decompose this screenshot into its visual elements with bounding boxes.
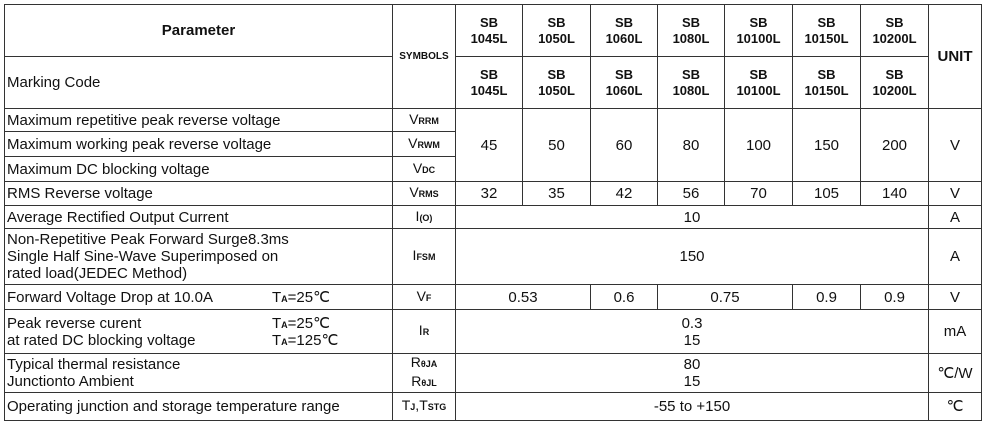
thermal-resistance-row: Typical thermal resistance Junctionto Amb…: [4, 353, 982, 393]
symbol: IR: [392, 309, 456, 354]
marking-code: SB 10100L: [724, 56, 793, 109]
vrrm-row: Maximum repetitive peak reverse voltage …: [4, 108, 982, 182]
symbol: VRRM: [392, 108, 456, 132]
marking-row: Marking Code SB 1045L SB 1050L SB 1060L SB 1…: [4, 56, 982, 109]
marking-code: SB 1080L: [657, 56, 725, 109]
unit-header: UNIT: [928, 4, 982, 109]
marking-label: Marking Code: [4, 56, 393, 109]
value-cell: 32: [455, 181, 523, 206]
unit-cell: ℃/W: [928, 353, 982, 393]
param-label: Maximum DC blocking voltage: [4, 156, 393, 182]
param-label: Maximum repetitive peak reverse voltage: [4, 108, 393, 132]
param-label: RMS Reverse voltage: [4, 181, 393, 206]
value-cell: 70: [724, 181, 793, 206]
param-label: Typical thermal resistance Junctionto Amb…: [4, 353, 393, 393]
value-cell: 200: [860, 108, 929, 182]
vrwm-row: Maximum working peak reverse voltage VRW…: [4, 131, 982, 157]
unit-cell: A: [928, 228, 982, 285]
ifsm-row: Non-Repetitive Peak Forward Surge8.3ms Si…: [4, 228, 982, 285]
param-label: Non-Repetitive Peak Forward Surge8.3ms Si…: [4, 228, 393, 285]
symbol: IFSM: [392, 228, 456, 285]
io-row: Average Rectified Output Current I(O) 10…: [4, 205, 982, 229]
marking-code: SB 10200L: [860, 56, 929, 109]
param-label: Operating junction and storage temperatu…: [4, 392, 393, 421]
value-cell: 105: [792, 181, 861, 206]
model-header: SB 10200L: [860, 4, 929, 57]
parameter-header: Parameter: [4, 4, 393, 57]
value-cell: 140: [860, 181, 929, 206]
value-cell: 42: [590, 181, 658, 206]
symbol: TJ,TSTG: [392, 392, 456, 421]
value-cell: 0.75: [657, 284, 793, 310]
symbols-header: SYMBOLS: [392, 4, 456, 109]
value-cell: 35: [522, 181, 591, 206]
vf-row: Forward Voltage Drop at 10.0A TA=25℃ VF 0…: [4, 284, 982, 310]
param-label: Average Rectified Output Current: [4, 205, 393, 229]
value-cell: 0.9: [792, 284, 861, 310]
vrms-row: RMS Reverse voltage VRMS 32 35 42 56 70 …: [4, 181, 982, 206]
value-cell: 50: [522, 108, 591, 182]
param-label: Maximum working peak reverse voltage: [4, 131, 393, 157]
model-header: SB 1060L: [590, 4, 658, 57]
unit-cell: V: [928, 284, 982, 310]
value-cell: 45: [455, 108, 523, 182]
unit-cell: A: [928, 205, 982, 229]
marking-code: SB 1050L: [522, 56, 591, 109]
symbol: VF: [392, 284, 456, 310]
symbol: I(O): [392, 205, 456, 229]
value-cell: 0.3 15: [455, 309, 929, 354]
symbol: VDC: [392, 156, 456, 182]
unit-cell: V: [928, 181, 982, 206]
value-cell: 60: [590, 108, 658, 182]
param-label: Forward Voltage Drop at 10.0A TA=25℃: [4, 284, 393, 310]
value-cell: 80 15: [455, 353, 929, 393]
header-row: Parameter SYMBOLS SB 1045L SB 1050L SB 1060…: [4, 4, 982, 109]
marking-code: SB 1045L: [455, 56, 523, 109]
value-cell: 10: [455, 205, 929, 229]
unit-cell: ℃: [928, 392, 982, 421]
value-cell: 150: [792, 108, 861, 182]
model-header: SB 10100L: [724, 4, 793, 57]
value-cell: 100: [724, 108, 793, 182]
model-header: SB 1050L: [522, 4, 591, 57]
unit-cell: V: [928, 108, 982, 182]
param-label: Peak reverse curent TA=25℃ at rated DC bl…: [4, 309, 393, 354]
ir-row: Peak reverse curent TA=25℃ at rated DC bl…: [4, 309, 982, 354]
model-header: SB 10150L: [792, 4, 861, 57]
symbol: VRMS: [392, 181, 456, 206]
marking-code: SB 1060L: [590, 56, 658, 109]
value-cell: -55 to +150: [455, 392, 929, 421]
vdc-row: Maximum DC blocking voltage VDC: [4, 156, 982, 182]
temperature-range-row: Operating junction and storage temperatu…: [4, 392, 982, 421]
specifications-table: Parameter SYMBOLS SB 1045L SB 1050L SB 1060…: [4, 4, 982, 421]
model-header: SB 1080L: [657, 4, 725, 57]
value-cell: 0.53: [455, 284, 591, 310]
symbol: RθJA RθJL: [392, 353, 456, 393]
symbol: VRWM: [392, 131, 456, 157]
value-cell: 0.6: [590, 284, 658, 310]
value-cell: 80: [657, 108, 725, 182]
unit-cell: mA: [928, 309, 982, 354]
value-cell: 150: [455, 228, 929, 285]
model-header: SB 1045L: [455, 4, 523, 57]
value-cell: 56: [657, 181, 725, 206]
value-cell: 0.9: [860, 284, 929, 310]
marking-code: SB 10150L: [792, 56, 861, 109]
